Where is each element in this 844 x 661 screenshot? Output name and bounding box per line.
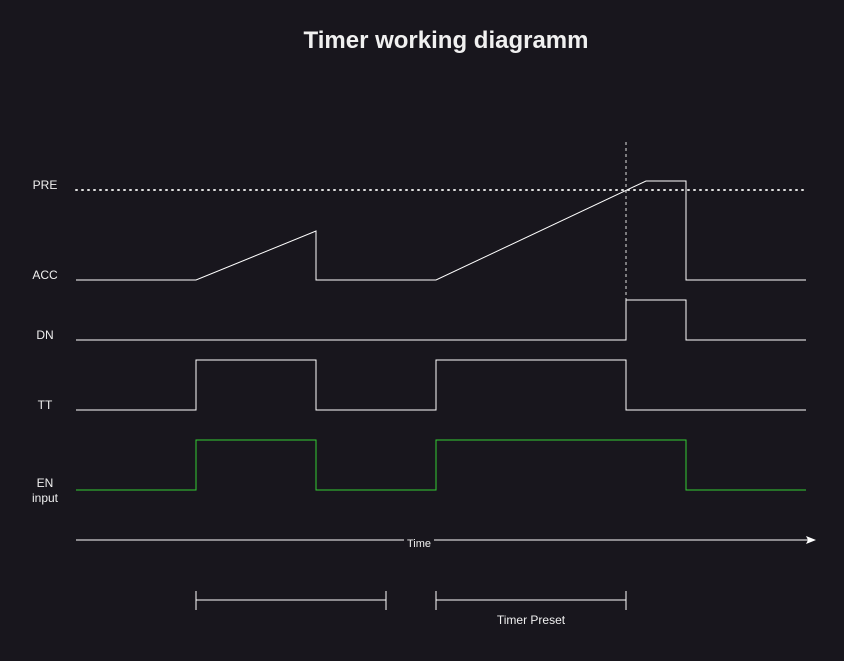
- pre-label: PRE: [33, 178, 58, 192]
- en-input-waveform: [76, 439, 806, 491]
- time-axis-arrowhead: [806, 536, 816, 544]
- timer-preset-label: Timer Preset: [497, 613, 566, 627]
- timer-preset-bracket: [435, 591, 627, 610]
- dn-label: DN: [36, 328, 53, 342]
- dn-waveform: [76, 299, 806, 341]
- time-label-bg: [404, 535, 434, 548]
- tt-waveform: [76, 359, 806, 411]
- time-axis-label: Time: [407, 538, 431, 550]
- acc-waveform: [76, 180, 806, 281]
- diagram-title: Timer working diagramm: [304, 27, 589, 54]
- acc-label: ACC: [32, 268, 58, 282]
- tt-label: TT: [38, 398, 53, 412]
- interval-bracket-first: [195, 591, 387, 610]
- en-label-line2: input: [32, 491, 59, 505]
- en-label-line1: EN: [37, 476, 54, 490]
